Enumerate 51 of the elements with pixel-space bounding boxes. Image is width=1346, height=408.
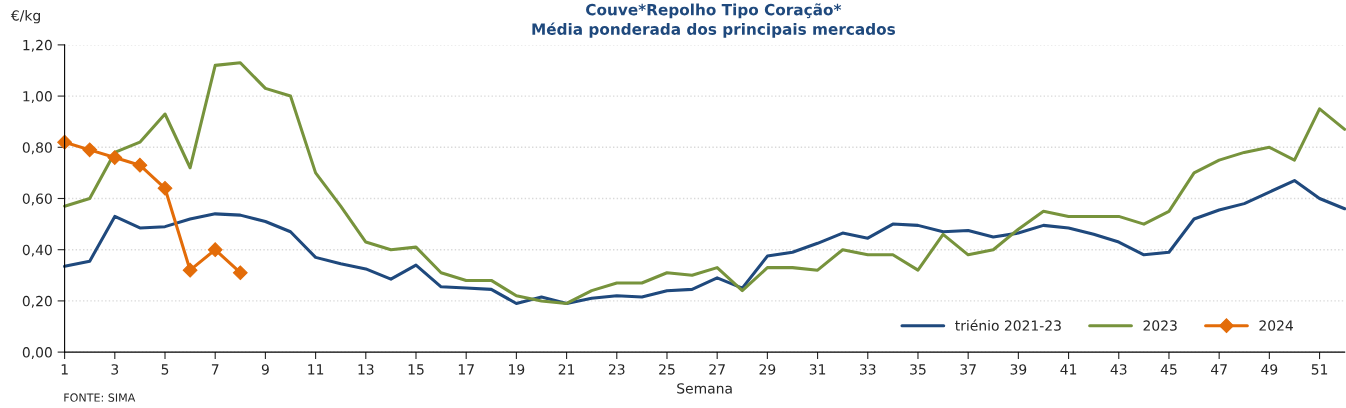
point <box>82 142 98 158</box>
chart-subtitle: Média ponderada dos principais mercados <box>532 22 896 38</box>
source-note: FONTE: SIMA <box>64 393 136 402</box>
x-tick-label: 3 <box>111 364 119 375</box>
x-tick-label: 41 <box>1060 364 1077 375</box>
x-tick-label: 13 <box>358 364 374 375</box>
point <box>57 134 72 150</box>
x-tick-label: 11 <box>308 364 324 375</box>
x-tick-label: 23 <box>608 364 625 375</box>
y-tick-label: 0,60 <box>22 193 52 206</box>
line-series <box>63 179 1346 305</box>
chart-title: Couve*Repolho Tipo Coração* <box>586 3 842 19</box>
x-tick-label: 33 <box>860 364 876 375</box>
y-tick-label: 0,40 <box>22 244 52 257</box>
x-tick-label: 35 <box>910 364 926 375</box>
y-tick-label: 1,20 <box>23 39 52 52</box>
legend-label: 2023 <box>1143 320 1177 331</box>
x-tick-label: 25 <box>659 364 675 375</box>
x-tick-label: 47 <box>1211 364 1227 375</box>
line-series <box>63 61 1346 305</box>
legend-label: 2024 <box>1259 320 1293 331</box>
y-axis-title: €/kg <box>10 9 40 24</box>
point <box>132 157 148 173</box>
point <box>232 265 248 281</box>
x-axis-title: Semana <box>677 383 732 394</box>
x-tick-label: 27 <box>709 364 725 375</box>
y-tick-label: 0,00 <box>22 347 52 359</box>
y-tick-label: 0,20 <box>22 295 52 308</box>
x-tick-label: 43 <box>1110 364 1127 375</box>
x-tick-label: 51 <box>1311 364 1328 375</box>
y-tick-label: 1,00 <box>23 91 52 103</box>
point <box>182 262 198 278</box>
legend-label: triénio 2021-23 <box>955 319 1061 331</box>
x-tick-label: 5 <box>161 364 169 375</box>
y-tick-label: 0,80 <box>22 142 52 155</box>
x-tick-label: 17 <box>458 364 474 375</box>
x-tick-label: 19 <box>509 364 525 375</box>
x-tick-label: 49 <box>1261 364 1278 375</box>
x-tick-label: 31 <box>809 364 826 375</box>
point <box>107 150 123 165</box>
point <box>157 180 173 196</box>
x-tick-label: 21 <box>558 364 575 375</box>
x-tick-label: 15 <box>408 364 424 375</box>
x-tick-label: 1 <box>61 364 68 375</box>
x-tick-label: 39 <box>1010 364 1027 375</box>
point <box>207 242 223 258</box>
x-tick-label: 37 <box>960 364 976 375</box>
x-tick-label: 9 <box>261 364 269 375</box>
x-tick-label: 45 <box>1160 364 1177 375</box>
x-tick-label: 7 <box>211 364 219 375</box>
x-tick-label: 29 <box>759 364 776 375</box>
